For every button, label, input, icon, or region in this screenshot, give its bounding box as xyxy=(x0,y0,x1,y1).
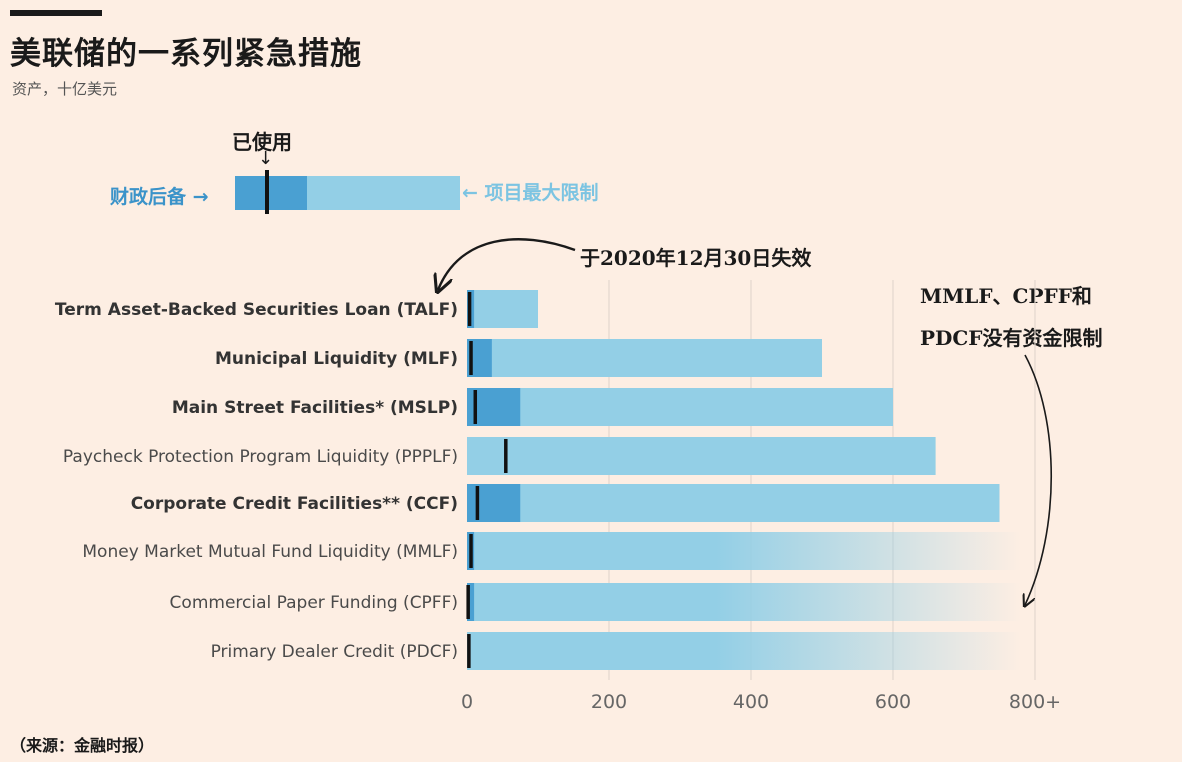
bar-limit-unlimited xyxy=(467,532,1021,570)
bar-used-marker xyxy=(473,390,478,424)
bar-used-marker xyxy=(475,486,480,520)
x-tick-label: 400 xyxy=(733,691,769,713)
bar-limit-unlimited xyxy=(467,632,1021,670)
x-tick-labels: 0 200 400 600 800+ xyxy=(461,691,1061,713)
legend-limit-arrow-icon: ← xyxy=(462,182,478,204)
bar-used-marker xyxy=(469,534,473,568)
bar-backstop xyxy=(467,484,521,522)
bar-limit xyxy=(467,484,1000,522)
legend-used-arrow-icon: ↓ xyxy=(258,148,274,169)
category-label: Paycheck Protection Program Liquidity (P… xyxy=(63,447,458,467)
legend-backstop-label: 财政后备 → xyxy=(110,182,209,209)
bar-backstop xyxy=(467,583,475,621)
bar-limit xyxy=(467,437,936,475)
category-labels: Term Asset-Backed Securities Loan (TALF)… xyxy=(55,300,458,662)
category-label: Term Asset-Backed Securities Loan (TALF) xyxy=(55,300,458,320)
chart-title: 美联储的一系列紧急措施 xyxy=(10,36,362,72)
bars xyxy=(466,290,1021,670)
legend-bar xyxy=(235,170,460,214)
x-tick-label: 600 xyxy=(875,691,911,713)
legend-used-label: 已使用 xyxy=(232,130,292,154)
top-accent-bar xyxy=(10,10,102,16)
bar-limit xyxy=(467,388,893,426)
legend-backstop-swatch xyxy=(235,176,307,210)
talf-expiry-arrow xyxy=(438,238,576,290)
no-limit-annotation-line1: MMLF、CPFF和 xyxy=(920,284,1092,308)
bar-used-marker xyxy=(504,439,508,473)
legend-backstop-text: 财政后备 xyxy=(110,186,187,208)
no-limit-annotation-line2: PDCF没有资金限制 xyxy=(920,326,1103,350)
category-label: Primary Dealer Credit (PDCF) xyxy=(211,642,458,662)
chart-subtitle: 资产，十亿美元 xyxy=(12,80,118,98)
x-tick-label: 0 xyxy=(461,691,473,713)
category-label: Commercial Paper Funding (CPFF) xyxy=(170,593,458,613)
legend-backstop-arrow-icon: → xyxy=(192,186,209,208)
bar-used-marker xyxy=(466,585,470,619)
no-limit-arrow xyxy=(1025,354,1052,605)
legend-limit-swatch xyxy=(307,176,460,210)
bar-used-marker xyxy=(467,634,471,668)
category-label: Municipal Liquidity (MLF) xyxy=(215,349,458,369)
legend-limit-label: ← 项目最大限制 xyxy=(462,178,599,205)
x-tick-label: 200 xyxy=(591,691,627,713)
legend-limit-text: 项目最大限制 xyxy=(484,182,599,204)
bar-limit-unlimited xyxy=(467,583,1021,621)
source-note: （来源：金融时报） xyxy=(10,736,155,755)
category-label: Main Street Facilities* (MSLP) xyxy=(172,398,458,418)
bar-limit xyxy=(467,339,822,377)
category-label: Money Market Mutual Fund Liquidity (MMLF… xyxy=(82,542,458,562)
talf-expiry-annotation: 于2020年12月30日失效 xyxy=(580,246,812,270)
x-tick-label: 800+ xyxy=(1009,691,1061,713)
legend-used-marker xyxy=(265,170,269,214)
bar-limit xyxy=(467,290,538,328)
category-label: Corporate Credit Facilities** (CCF) xyxy=(131,494,458,514)
bar-used-marker xyxy=(467,292,472,326)
bar-used-marker xyxy=(469,341,473,375)
